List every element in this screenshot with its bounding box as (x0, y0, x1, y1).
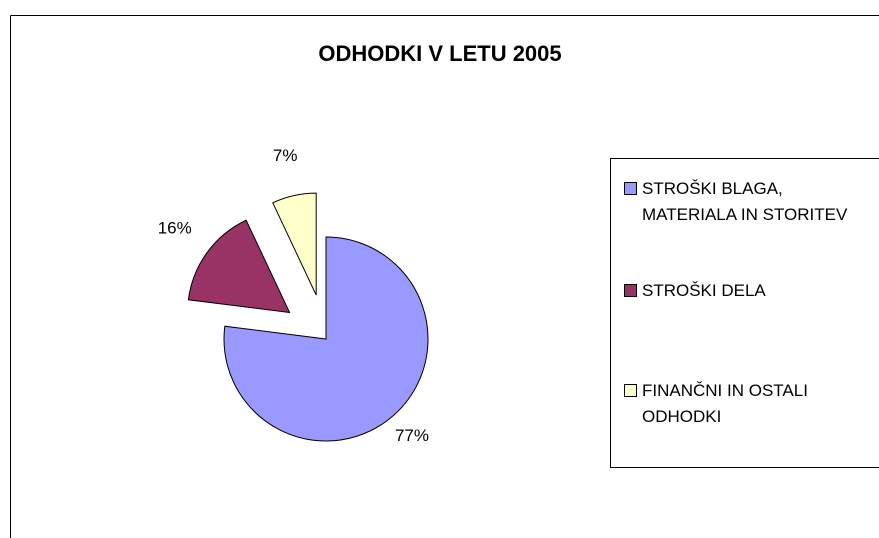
chart-title: ODHODKI V LETU 2005 (318, 41, 561, 66)
pie-slice (187, 219, 291, 314)
data-label: 7% (273, 146, 298, 165)
data-label: 16% (158, 219, 192, 238)
pie-slice (272, 192, 317, 296)
pie-slice (223, 236, 429, 442)
legend-box (610, 158, 879, 468)
legend-label: STROŠKI BLAGA, MATERIALA IN STORITEV (642, 179, 848, 224)
legend-swatch (624, 384, 637, 397)
data-label: 77% (395, 426, 429, 445)
legend-label: FINANČNI IN OSTALI ODHODKI (642, 381, 808, 426)
legend-swatch (624, 182, 637, 195)
legend-swatch (624, 284, 637, 297)
legend-label: STROŠKI DELA (642, 281, 766, 300)
